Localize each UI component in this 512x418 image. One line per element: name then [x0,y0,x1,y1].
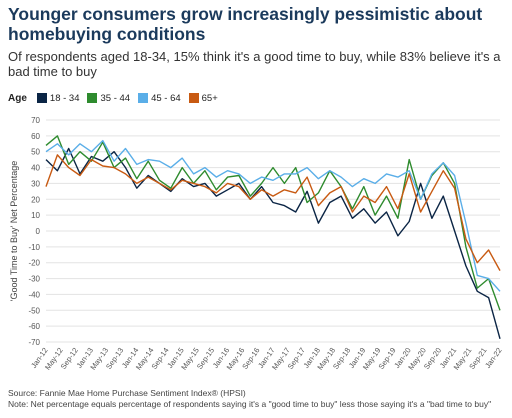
y-tick-label: 30 [31,179,40,188]
y-tick-label: -30 [28,275,40,284]
legend-item-3: 65+ [188,92,218,104]
series-line-0 [45,147,501,339]
legend-label: 35 - 44 [100,92,131,104]
legend-swatch [188,93,199,103]
series-line-3 [45,154,501,271]
y-tick-label: 0 [36,227,41,236]
y-tick-label: 40 [31,164,40,173]
legend-label: 65+ [201,92,218,104]
y-tick-label: -40 [28,290,40,299]
y-tick-label: -10 [28,243,40,252]
series-line-2 [45,139,501,292]
legend-items: 18 - 34 35 - 44 45 - 64 65+ [36,92,226,104]
legend-label: 45 - 64 [151,92,181,104]
legend-item-1: 35 - 44 [87,93,130,104]
y-tick-label: 50 [31,148,40,157]
chart-title: Younger consumers grow increasingly pess… [8,4,483,44]
y-tick-label: 20 [31,195,40,204]
chart-footer: Source: Fannie Mae Home Purchase Sentime… [8,388,508,410]
line-chart: 70 60 50 40 30 20 10 0 -10 -20 -30 -40 -50 -60 -70 'Goo… [9,116,504,372]
chart-subtitle: Of respondents aged 18-34, 15% think it'… [8,49,501,79]
y-tick-label: 10 [31,211,40,220]
legend-title: Age [8,92,27,104]
legend-swatch [36,93,47,103]
y-tick-label: -60 [28,322,40,331]
legend-item-2: 45 - 64 [138,93,181,104]
legend-swatch [138,93,149,103]
legend: Age 18 - 34 35 - 44 45 - 64 65+ [8,91,226,105]
source-text: Source: Fannie Mae Home Purchase Sentime… [8,388,246,398]
note-text: Note: Net percentage equals percentage o… [8,399,492,409]
y-tick-label: -20 [28,259,40,268]
legend-item-0: 18 - 34 [36,92,80,104]
y-tick-label: -50 [28,306,40,315]
legend-swatch [87,93,98,103]
series-line-1 [45,135,501,311]
y-tick-label: 70 [31,116,40,125]
y-tick-label: 60 [31,132,40,141]
legend-label: 18 - 34 [49,92,80,104]
y-tick-label: -70 [28,338,40,347]
y-axis-label: 'Good Time to Buy' Net Percentage [9,161,19,302]
